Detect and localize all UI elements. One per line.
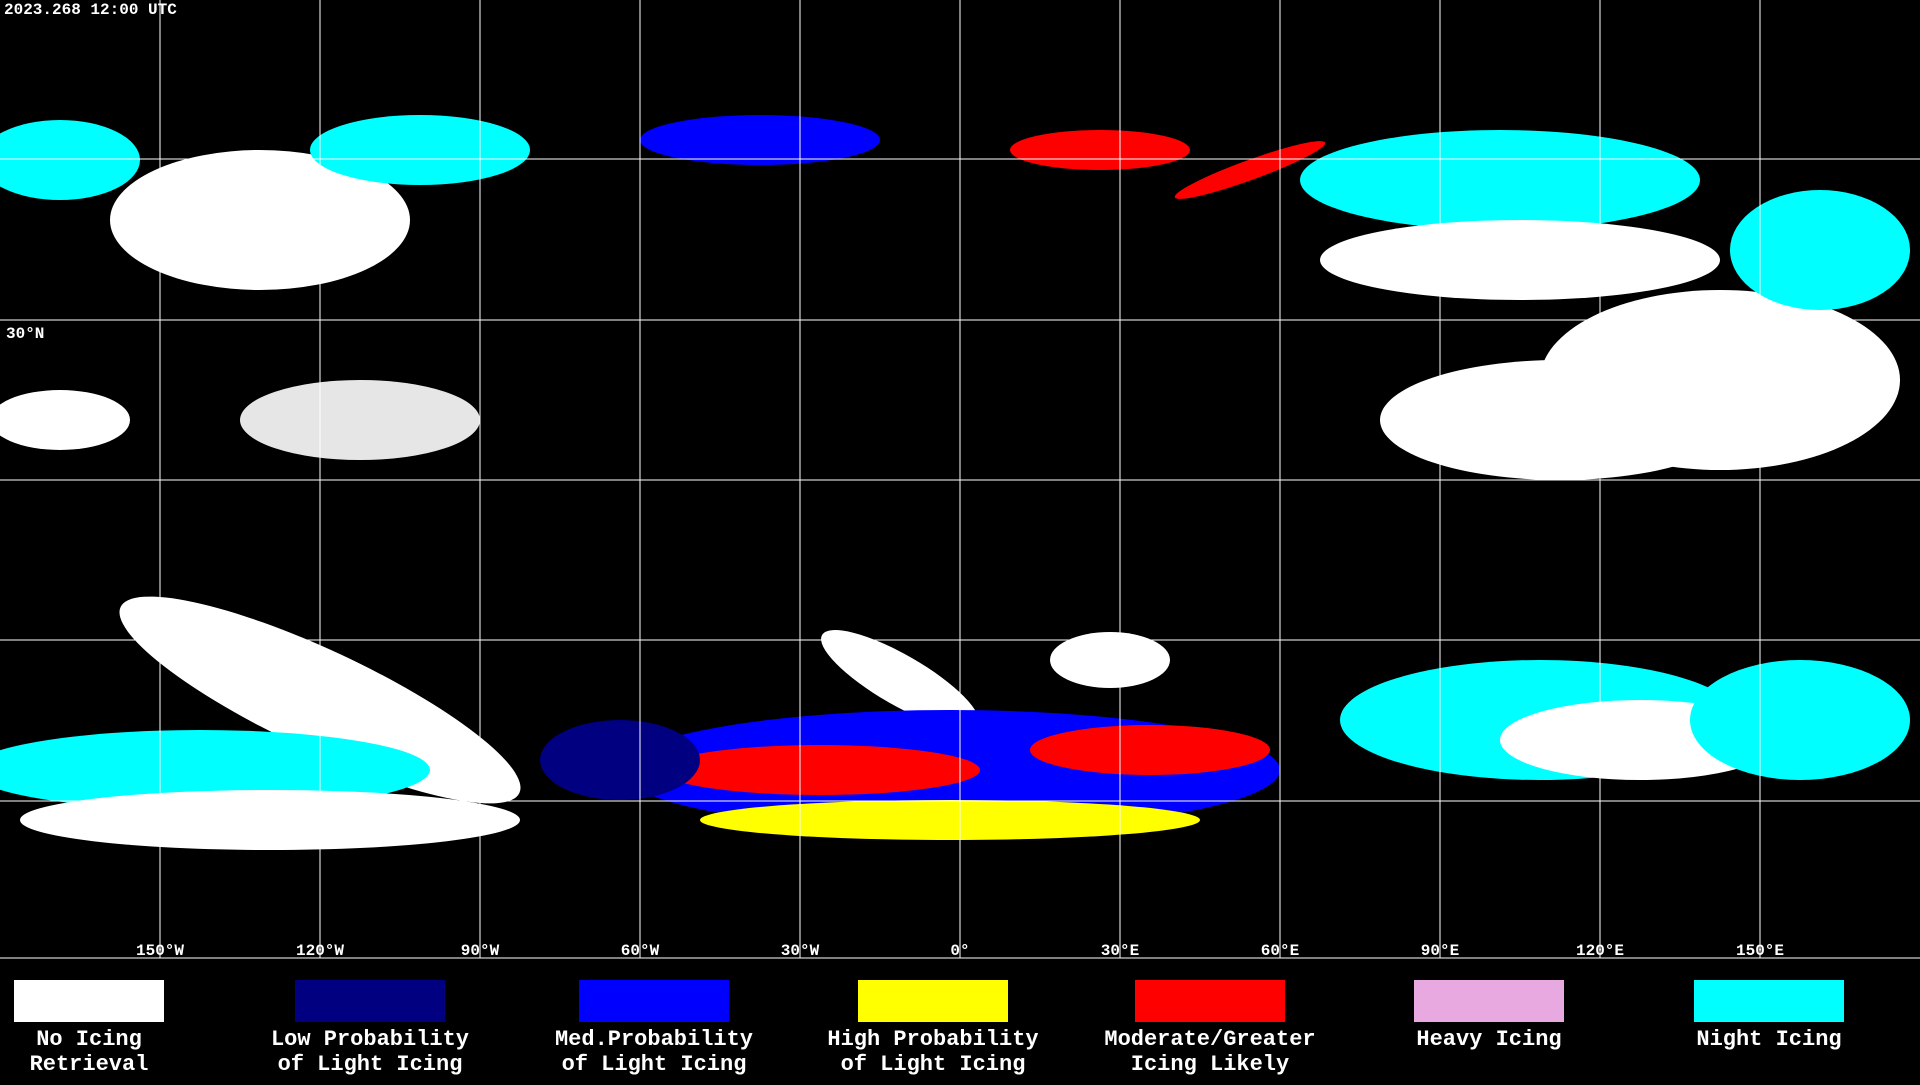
legend-label: Moderate/Greater — [1104, 1027, 1315, 1052]
longitude-label: 120°W — [296, 942, 344, 960]
legend-label: No Icing — [36, 1027, 142, 1052]
legend-swatch — [14, 980, 164, 1022]
longitude-label: 0° — [950, 942, 969, 960]
legend-swatch — [295, 980, 445, 1022]
legend-label: High Probability — [827, 1027, 1038, 1052]
longitude-label: 120°E — [1576, 942, 1624, 960]
legend-swatch — [858, 980, 1008, 1022]
legend-swatch — [1135, 980, 1285, 1022]
longitude-label: 60°E — [1261, 942, 1299, 960]
legend-label: Night Icing — [1696, 1027, 1841, 1052]
legend-label: Low Probability — [271, 1027, 469, 1052]
legend-label: of Light Icing — [278, 1052, 463, 1077]
longitude-label: 30°W — [781, 942, 820, 960]
longitude-label: 150°W — [136, 942, 184, 960]
latitude-label: 30°N — [6, 325, 44, 343]
legend-swatch — [579, 980, 729, 1022]
legend-label: Med.Probability — [555, 1027, 753, 1052]
legend-label: Retrieval — [30, 1052, 149, 1077]
longitude-label: 60°W — [621, 942, 660, 960]
legend-swatch — [1414, 980, 1564, 1022]
legend-swatch — [1694, 980, 1844, 1022]
longitude-label: 90°E — [1421, 942, 1459, 960]
legend-label: of Light Icing — [841, 1052, 1026, 1077]
legend-label: Icing Likely — [1131, 1052, 1289, 1077]
legend-label: Heavy Icing — [1416, 1027, 1561, 1052]
coordinate-labels: 2023.268 12:00 UTC 150°W 120°W 90°W 60°W 30°… — [4, 1, 1784, 960]
legend-label: of Light Icing — [562, 1052, 747, 1077]
graticule — [0, 0, 1920, 959]
timestamp: 2023.268 12:00 UTC — [4, 1, 177, 19]
longitude-label: 90°W — [461, 942, 500, 960]
longitude-label: 30°E — [1101, 942, 1139, 960]
longitude-label: 150°E — [1736, 942, 1784, 960]
